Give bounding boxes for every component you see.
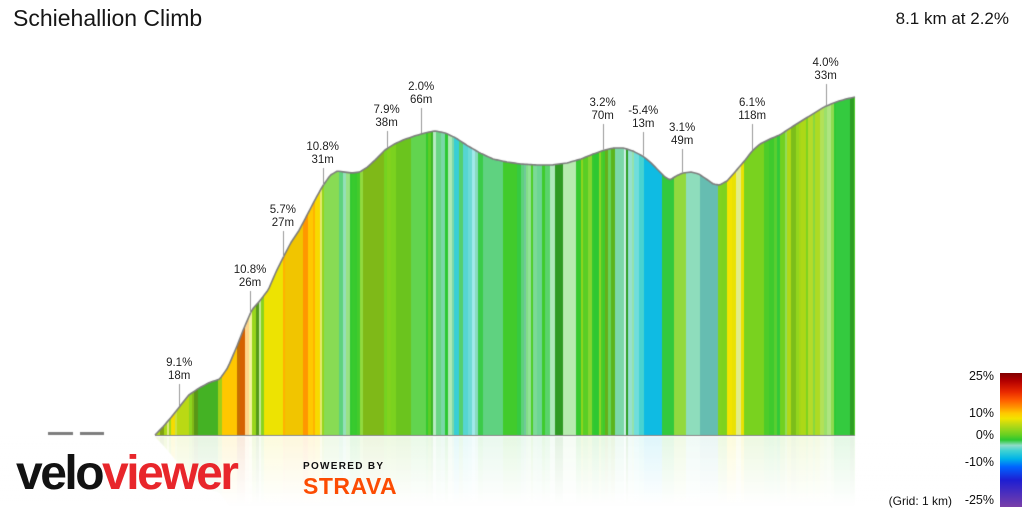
- legend-tick: 0%: [975, 428, 994, 443]
- gradient-annotation: 10.8% 26m: [234, 264, 267, 289]
- annotation-gain: 33m: [814, 69, 837, 82]
- logo-viewer: viewer: [102, 447, 239, 500]
- strava-attribution[interactable]: POWERED BY STRAVA: [303, 462, 397, 498]
- annotation-gradient: 6.1%: [739, 97, 766, 109]
- annotation-gain: 66m: [409, 93, 433, 106]
- gradient-annotation: 3.1% 49m: [669, 122, 695, 147]
- gradient-annotation: 2.0% 66m: [408, 81, 434, 106]
- annotation-gradient: 4.0%: [812, 57, 839, 69]
- annotation-gradient: 3.2%: [589, 97, 616, 109]
- annotation-gain: 49m: [670, 134, 694, 147]
- legend-tick: 10%: [968, 406, 994, 421]
- legend-grid-note: (Grid: 1 km): [888, 494, 952, 508]
- annotation-gain: 27m: [271, 216, 295, 229]
- climb-summary: 8.1 km at 2.2%: [895, 9, 1009, 28]
- annotation-gradient: 10.8%: [233, 264, 267, 276]
- annotation-gain: 31m: [311, 153, 334, 166]
- annotation-gradient: 7.9%: [373, 104, 400, 116]
- strava-logo: STRAVA: [303, 473, 398, 499]
- annotation-gradient: 3.1%: [669, 122, 696, 134]
- gradient-annotation: 7.9% 38m: [373, 104, 399, 129]
- annotation-gain: 26m: [238, 276, 262, 289]
- annotation-gain: 18m: [168, 369, 191, 382]
- annotation-gradient: 10.8%: [306, 141, 339, 153]
- gradient-annotation: 3.2% 70m: [590, 97, 616, 122]
- legend-tick: 25%: [968, 368, 994, 383]
- legend-tick: -10%: [964, 455, 994, 470]
- page-title: Schiehallion Climb: [13, 5, 203, 31]
- legend-tick: -25%: [964, 493, 994, 508]
- gradient-annotation: 5.7% 27m: [270, 204, 296, 229]
- powered-by-label: POWERED BY: [303, 461, 385, 472]
- annotation-gain: 13m: [632, 117, 655, 130]
- annotation-gain: 38m: [375, 116, 398, 129]
- annotation-gain: 118m: [738, 109, 767, 122]
- veloviewer-logo[interactable]: veloviewer: [16, 447, 239, 500]
- logo-velo: velo: [16, 447, 105, 500]
- annotation-gradient: 5.7%: [269, 204, 296, 216]
- gradient-annotation: -5.4% 13m: [628, 105, 658, 130]
- gradient-annotation: 10.8% 31m: [306, 141, 339, 166]
- gradient-annotation: 9.1% 18m: [166, 357, 192, 382]
- annotation-gradient: 9.1%: [166, 357, 193, 369]
- legend-color-bar: [1000, 373, 1022, 507]
- annotation-gradient: 2.0%: [408, 81, 435, 93]
- annotation-gain: 70m: [591, 109, 614, 122]
- gradient-annotation: 4.0% 33m: [813, 57, 839, 82]
- annotation-gradient: -5.4%: [628, 105, 659, 117]
- gradient-annotation: 6.1% 118m: [738, 97, 766, 122]
